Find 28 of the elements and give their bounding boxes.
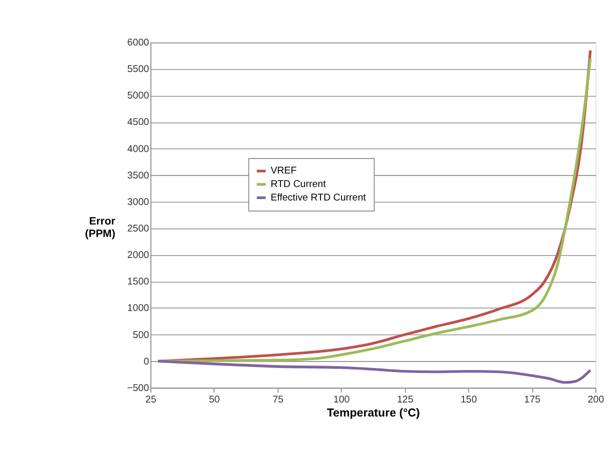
x-tick-label: 100 [333,394,350,406]
y-tick-label: 4500 [127,117,150,128]
legend-label: Effective RTD Current [270,192,366,204]
x-tick-label: 25 [145,394,157,406]
x-tick-label: 50 [208,394,220,406]
x-tick-label: 125 [396,394,414,406]
y-tick-label: 1500 [127,276,150,288]
x-tick-label: 200 [588,394,605,406]
y-tick-label: 3500 [127,170,150,182]
y-axis-title: Error (PPM) [85,215,116,240]
y-tick-label: −500 [127,382,150,394]
y-tick-label: 6000 [127,38,150,49]
y-tick-label: 2500 [127,223,150,234]
legend-label: RTD Current [270,179,326,190]
y-tick-label: 4000 [127,144,150,155]
x-tick-label: 75 [272,394,284,406]
y-tick-label: 5500 [127,64,150,76]
x-tick-label: 150 [460,394,478,406]
y-tick-label: 5000 [127,90,150,102]
y-tick-label: 1000 [127,303,150,314]
y-tick-label: 0 [144,356,150,368]
x-axis-title: Temperature (°C) [326,408,420,420]
x-tick-label: 175 [524,394,542,406]
y-tick-label: 2000 [127,250,150,262]
y-tick-label: 3000 [127,196,150,208]
y-tick-label: 500 [132,330,150,341]
line-series [156,360,592,384]
legend-label: VREF [270,166,297,177]
